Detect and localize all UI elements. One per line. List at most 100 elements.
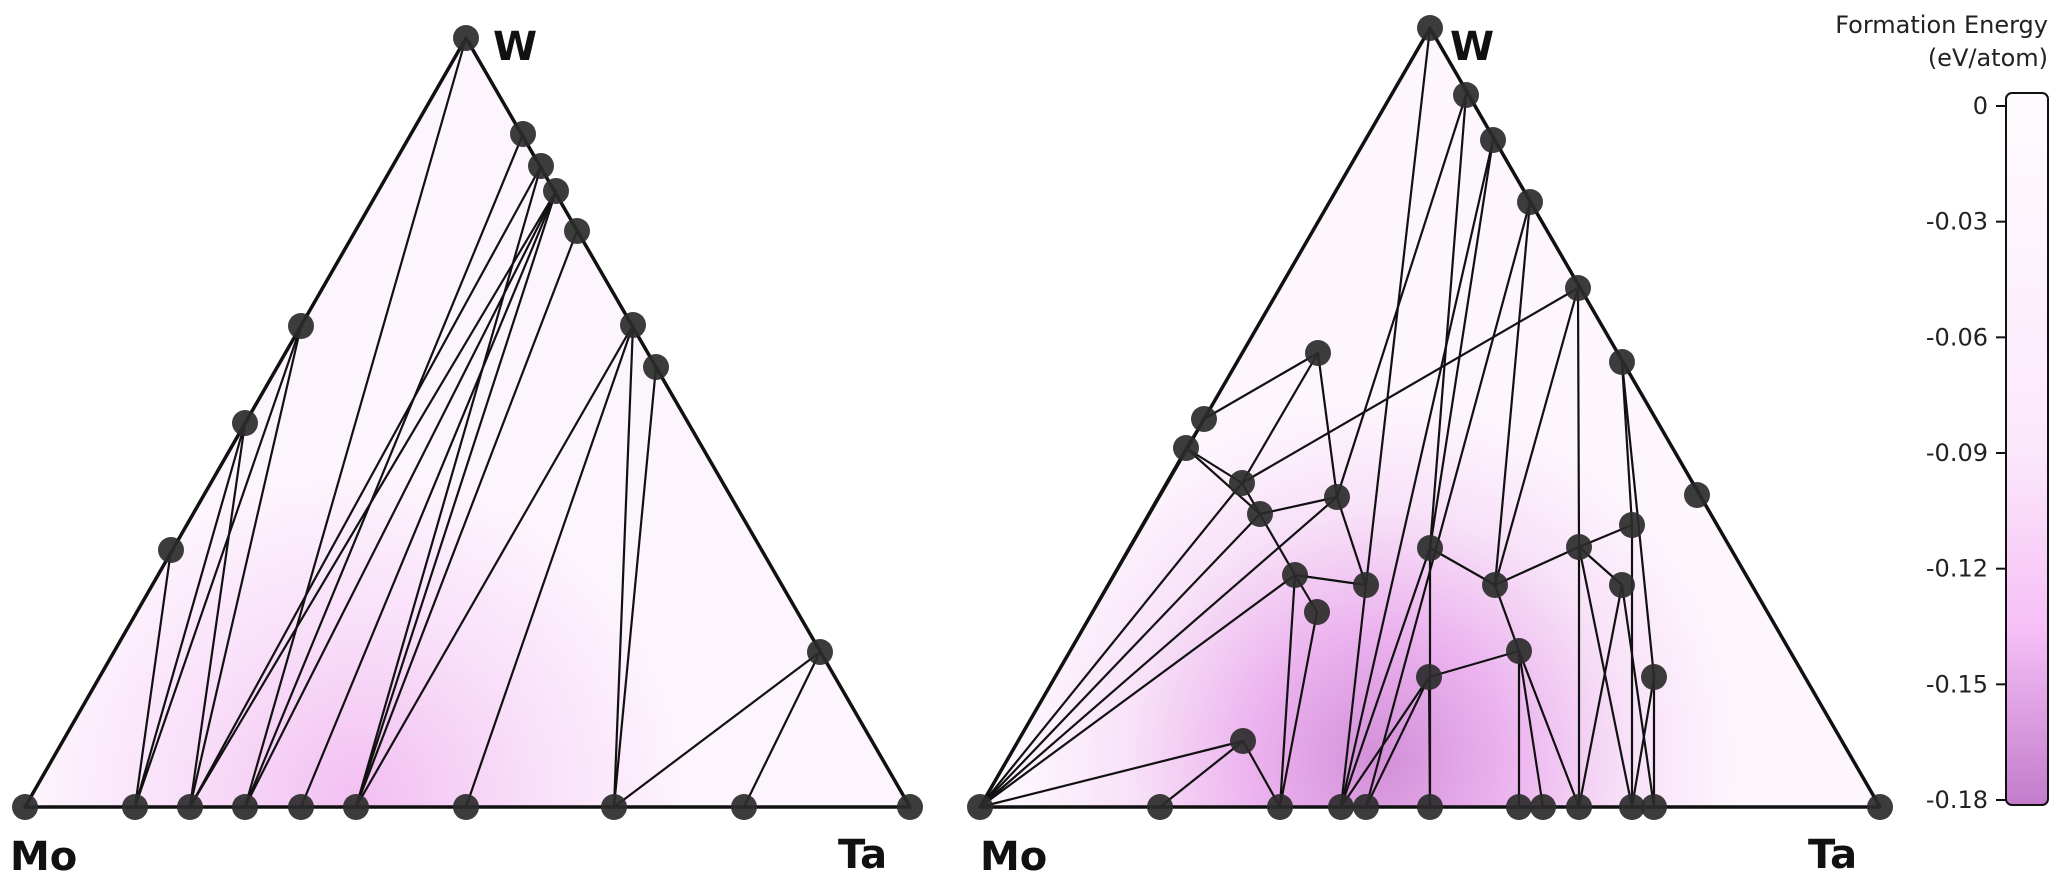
right-tie-line (1577, 583, 1624, 809)
left-tie-line (354, 164, 543, 809)
right-phase-point (1230, 728, 1256, 754)
right-tie-line (978, 512, 1262, 809)
left-label-w: W (493, 24, 537, 70)
right-tie-line (1493, 200, 1532, 587)
right-tie-line (1339, 138, 1495, 809)
left-phase-point (807, 639, 833, 665)
left-phase-point (564, 218, 590, 244)
right-tie-line (1576, 286, 1581, 549)
right-tie-line (1577, 545, 1634, 809)
right-phase-point (967, 794, 993, 820)
right-phase-point (1417, 535, 1443, 561)
right-phase-point (1229, 470, 1255, 496)
right-phase-point (1173, 435, 1199, 461)
left-tie-line (188, 164, 543, 809)
right-phase-point (1247, 501, 1273, 527)
left-phase-point (122, 794, 148, 820)
left-phase-point (343, 794, 369, 820)
right-phase-point (1324, 484, 1350, 510)
right-tie-line (1339, 675, 1431, 809)
right-phase-point (1641, 664, 1667, 690)
left-phase-point (528, 153, 554, 179)
left-tie-line (354, 189, 558, 809)
right-tie-line (1620, 583, 1656, 809)
left-phase-point (158, 537, 184, 563)
right-phase-point (1517, 189, 1543, 215)
left-tie-line (354, 323, 635, 809)
colorbar-ticks: 0 -0.03 -0.06 -0.09 -0.12 -0.15 -0.18 (1926, 92, 2006, 814)
right-tie-line (978, 495, 1339, 809)
left-tie-line (133, 421, 247, 809)
colorbar-tick-label: -0.12 (1926, 555, 1988, 583)
left-tie-line (133, 324, 303, 809)
left-tie-line (243, 132, 525, 809)
left-tie-line (188, 324, 303, 809)
right-phase-point (1267, 794, 1293, 820)
left-ternary-panel: W Mo Ta (10, 24, 923, 880)
right-tie-line (1240, 351, 1320, 485)
right-phase-point (1684, 482, 1710, 508)
right-tie-line (1184, 446, 1262, 516)
right-phase-point (1506, 638, 1532, 664)
right-tie-line (1517, 649, 1581, 809)
colorbar-tick-label: -0.18 (1926, 786, 1988, 814)
colorbar-tick-label: -0.09 (1926, 439, 1988, 467)
right-tie-line (1158, 739, 1245, 809)
left-phase-points (12, 25, 923, 820)
left-phase-point (643, 354, 669, 380)
colorbar-title-line2: (eV/atom) (1928, 44, 2048, 72)
right-tie-line (1202, 351, 1320, 421)
right-phase-point (1566, 534, 1592, 560)
right-phase-point (1565, 275, 1591, 301)
left-tie-lines (133, 36, 822, 809)
left-tie-line (612, 365, 658, 809)
colorbar-tick-label: 0 (1973, 92, 1988, 120)
right-tie-line (1517, 649, 1545, 809)
left-tie-line (243, 36, 468, 809)
colorbar-title-line1: Formation Energy (1835, 11, 2048, 39)
colorbar-tick-label: -0.15 (1926, 670, 1988, 698)
right-tie-line (1428, 93, 1468, 550)
right-tie-line (1428, 138, 1495, 550)
left-tie-line (299, 189, 558, 809)
left-tie-line (742, 650, 822, 809)
right-tie-line (1339, 546, 1432, 809)
right-phase-point (1417, 794, 1443, 820)
left-phase-point (731, 794, 757, 820)
left-phase-point (177, 794, 203, 820)
left-phase-point (288, 794, 314, 820)
left-tie-line (612, 650, 822, 809)
right-phase-point (1282, 562, 1308, 588)
right-tie-line (1278, 573, 1297, 809)
right-label-mo: Mo (980, 834, 1047, 880)
right-phase-point (1453, 82, 1479, 108)
left-tie-line (464, 323, 635, 809)
right-label-ta: Ta (1808, 832, 1857, 878)
right-phase-point (1619, 794, 1645, 820)
right-tie-line (1240, 286, 1580, 485)
right-phase-point (1353, 572, 1379, 598)
right-tie-line (1335, 495, 1368, 587)
right-phase-point (1147, 794, 1173, 820)
right-tie-line (1240, 481, 1297, 577)
right-tie-line (1339, 583, 1368, 809)
right-tie-line (1364, 675, 1431, 809)
right-phase-point (1482, 572, 1508, 598)
right-phase-point (1609, 572, 1635, 598)
right-phase-point (1328, 794, 1354, 820)
right-phase-points (967, 15, 1893, 820)
right-tie-line (978, 739, 1245, 809)
right-tie-line (1427, 649, 1521, 679)
right-label-w: W (1450, 24, 1494, 70)
right-phase-point (1417, 15, 1443, 41)
right-tie-line (1278, 610, 1319, 809)
colorbar-tick-label: -0.03 (1926, 208, 1988, 236)
right-phase-point (1416, 664, 1442, 690)
left-phase-point (453, 794, 479, 820)
right-tie-line (1335, 93, 1468, 499)
right-phase-point (1641, 794, 1667, 820)
right-phase-point (1619, 512, 1645, 538)
right-phase-point (1506, 794, 1532, 820)
right-tie-line (1630, 675, 1656, 809)
